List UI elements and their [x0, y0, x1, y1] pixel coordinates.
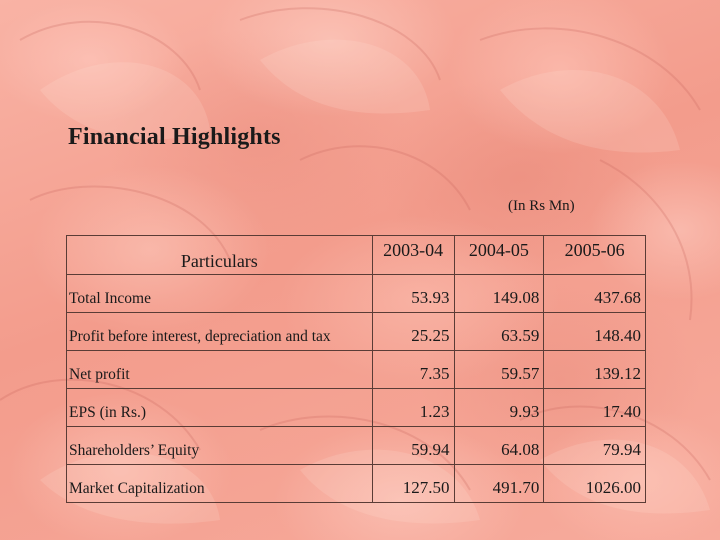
table-row: Total Income 53.93 149.08 437.68: [66, 274, 646, 313]
row-label: Profit before interest, depreciation and…: [66, 312, 373, 351]
value-cell: 1.23: [371, 388, 455, 427]
value-cell: 17.40: [543, 388, 646, 427]
table-row: Profit before interest, depreciation and…: [66, 312, 646, 351]
value-cell: 7.35: [371, 350, 455, 389]
value-cell: 149.08: [453, 274, 545, 313]
value-cell: 63.59: [453, 312, 545, 351]
value-cell: 437.68: [543, 274, 646, 313]
value-cell: 148.40: [543, 312, 646, 351]
table-row: Shareholders’ Equity 59.94 64.08 79.94: [66, 426, 646, 465]
value-cell: 59.94: [371, 426, 455, 465]
slide-title: Financial Highlights: [68, 124, 281, 150]
value-cell: 9.93: [453, 388, 545, 427]
value-cell: 491.70: [453, 464, 545, 503]
table-row: Net profit 7.35 59.57 139.12: [66, 350, 646, 389]
value-cell: 53.93: [371, 274, 455, 313]
row-label: EPS (in Rs.): [66, 388, 373, 427]
header-row: Particulars 2003-04 2004-05 2005-06: [66, 235, 646, 275]
header-year: 2005-06: [543, 235, 646, 275]
value-cell: 127.50: [371, 464, 455, 503]
unit-note: (In Rs Mn): [508, 198, 575, 214]
value-cell: 79.94: [543, 426, 646, 465]
row-label: Net profit: [66, 350, 373, 389]
value-cell: 25.25: [371, 312, 455, 351]
table-row: EPS (in Rs.) 1.23 9.93 17.40: [66, 388, 646, 427]
value-cell: 139.12: [543, 350, 646, 389]
row-label: Market Capitalization: [66, 464, 373, 503]
header-particulars: Particulars: [66, 235, 373, 275]
row-label: Shareholders’ Equity: [66, 426, 373, 465]
row-label: Total Income: [66, 274, 373, 313]
table-row: Market Capitalization 127.50 491.70 1026…: [66, 464, 646, 503]
value-cell: 59.57: [453, 350, 545, 389]
financial-highlights-table: Particulars 2003-04 2004-05 2005-06 Tota…: [66, 235, 646, 503]
value-cell: 64.08: [453, 426, 545, 465]
header-year: 2003-04: [371, 235, 455, 275]
header-year: 2004-05: [453, 235, 545, 275]
value-cell: 1026.00: [543, 464, 646, 503]
